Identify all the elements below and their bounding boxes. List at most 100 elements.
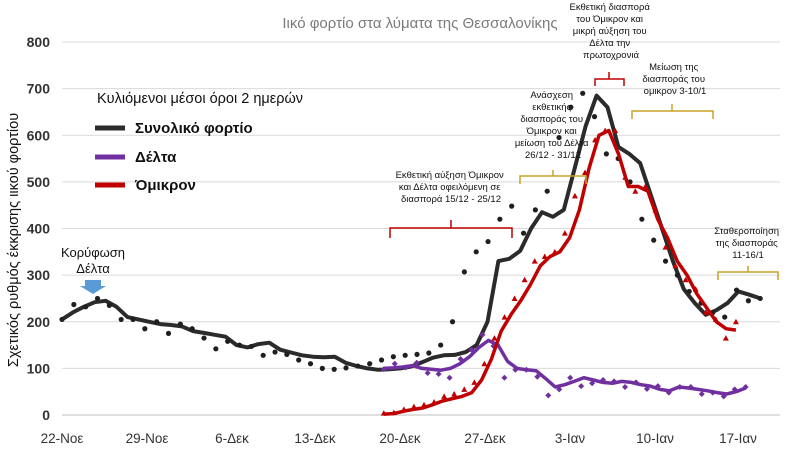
data-point-delta [534, 373, 541, 380]
annotation-slowdown: Ανάσχεση εκθετικής διασποράς του Όμικρον… [515, 90, 589, 184]
data-point-delta [742, 384, 749, 391]
chart-title: Ιικό φορτίο στα λύματα της Θεσσαλονίκης [282, 15, 557, 32]
data-point-delta [567, 374, 574, 381]
data-point-total [367, 361, 373, 367]
data-point-omicron [692, 286, 699, 292]
data-point-omicron [662, 244, 669, 250]
data-point-total [378, 357, 385, 363]
data-point-total [745, 298, 751, 304]
svg-text:Σταθεροποίηση της διασ: Σταθεροποίηση της διασποράς 11-16/1 [714, 226, 782, 261]
annotation-reduction: Μείωση της διασποράς του ομικρον 3-10/1 [631, 62, 714, 119]
data-point-total [284, 351, 290, 357]
legend-label-total: Συνολικό φορτίο [135, 120, 253, 137]
data-point-total [497, 216, 503, 222]
data-point-omicron [441, 393, 448, 399]
data-point-total [449, 319, 456, 325]
data-point-omicron [582, 169, 589, 176]
data-point-total [580, 90, 586, 96]
data-point-omicron [390, 409, 397, 416]
x-tick-label: 29-Νοε [126, 431, 169, 446]
y-tick-label: 500 [27, 174, 51, 190]
data-point-delta [512, 366, 519, 373]
data-point-total [438, 342, 444, 348]
y-tick-label: 700 [27, 81, 51, 97]
x-tick-label: 3-Ιαν [555, 431, 586, 446]
svg-text:Εκθετική αύξηση Όμικρον: Εκθετική αύξηση Όμικρον και Δέλτα οφειλό… [396, 170, 507, 205]
data-point-omicron [421, 401, 428, 408]
data-point-total [485, 238, 491, 245]
data-point-omicron [712, 316, 719, 322]
data-point-delta [413, 359, 420, 366]
data-point-delta [632, 379, 639, 386]
data-point-total [461, 269, 467, 275]
y-tick-label: 600 [27, 127, 51, 143]
legend-label-omicron: Όμικρον [134, 177, 196, 194]
data-point-omicron [551, 248, 558, 255]
data-point-omicron [652, 206, 659, 213]
data-point-omicron [410, 403, 417, 410]
series-line-delta [383, 338, 747, 396]
data-point-delta [523, 366, 530, 373]
data-point-delta [687, 384, 694, 391]
data-point-total [189, 326, 195, 332]
data-point-total [544, 188, 550, 194]
data-point-omicron [400, 406, 407, 412]
data-point-total [568, 104, 574, 110]
data-point-delta [545, 392, 552, 399]
data-point-omicron [672, 262, 679, 269]
svg-text:Μείωση της διασποράς τ: Μείωση της διασποράς του ομικρον 3-10/1 [642, 62, 707, 97]
legend-title: Κυλιόμενοι μέσοι όροι 2 ημερών [97, 91, 303, 107]
y-tick-label: 0 [42, 407, 50, 423]
data-point-total [177, 321, 183, 327]
data-point-total [414, 351, 420, 357]
y-axis-label: Σχετικός ρυθμός έκκρισης ιικού φορτίου [6, 113, 22, 367]
data-point-total [390, 354, 396, 360]
annotation-peak-delta: Κορύφωση Δέλτα [61, 245, 125, 276]
data-point-omicron [491, 335, 498, 341]
y-tick-label: 100 [27, 360, 51, 376]
x-tick-label: 17-Ιαν [719, 431, 757, 446]
data-point-total [260, 352, 266, 358]
data-point-total [520, 230, 527, 236]
data-point-omicron [561, 230, 568, 236]
data-point-total [248, 343, 254, 350]
data-point-total [71, 301, 77, 308]
data-point-delta [446, 374, 453, 381]
series-line-omicron [383, 128, 737, 416]
x-tick-label: 6-Δεκ [215, 431, 249, 446]
data-point-total [130, 316, 136, 323]
x-tick-label: 10-Ιαν [636, 431, 674, 446]
data-point-delta [380, 366, 387, 373]
data-point-total [651, 237, 657, 243]
data-point-total [603, 151, 609, 157]
data-point-delta [402, 364, 409, 371]
data-point-delta [611, 378, 618, 385]
peak-delta-arrow-icon [80, 280, 106, 294]
data-point-total [662, 258, 669, 264]
data-point-total [509, 203, 515, 209]
svg-text:Εκθετική διασπορά του: Εκθετική διασπορά του Όμικρον και μικρή … [569, 2, 652, 61]
data-point-delta [698, 391, 705, 398]
data-point-total [106, 302, 112, 309]
y-tick-label: 800 [27, 34, 51, 50]
annotation-exp-growth: Εκθετική αύξηση Όμικρον και Δέλτα οφειλό… [389, 170, 513, 238]
data-point-total [757, 295, 763, 302]
annotation-stabilization: Σταθεροποίηση της διασποράς 11-16/1 [714, 226, 782, 280]
data-point-delta [479, 331, 486, 338]
data-point-total [686, 288, 692, 295]
data-point-total [402, 352, 408, 358]
data-point-omicron [722, 335, 729, 341]
data-point-total [733, 287, 740, 293]
data-point-delta [435, 370, 442, 377]
data-point-total [556, 134, 562, 141]
data-point-omicron [642, 183, 649, 190]
data-point-delta [665, 389, 672, 396]
data-point-delta [676, 384, 683, 391]
data-point-total [83, 304, 89, 310]
data-point-total [331, 366, 337, 372]
data-point-total [118, 316, 124, 323]
data-point-total [722, 314, 728, 320]
data-point-omicron [622, 174, 629, 180]
data-point-delta [643, 385, 650, 392]
